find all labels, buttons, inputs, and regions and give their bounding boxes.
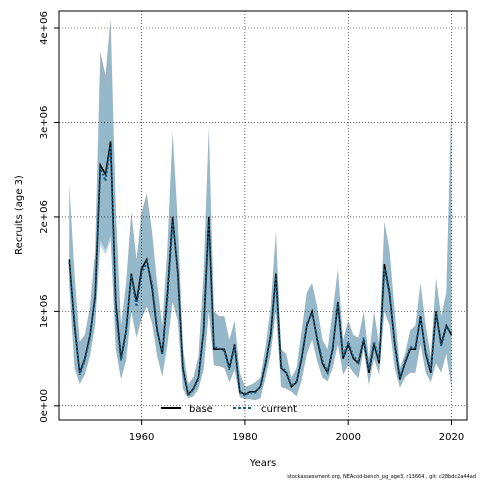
- footer-text: stockassessment.org, NEAcod-bench_pg_age…: [287, 474, 476, 480]
- series-line-current: [68, 145, 453, 398]
- legend: base current: [161, 404, 297, 415]
- y-tick-label-3: 3e+06: [39, 106, 50, 140]
- plot-frame: [58, 10, 468, 421]
- series-lines: [68, 141, 453, 398]
- y-axis: 0e+00 1e+06 2e+06 3e+06 4e+06: [39, 11, 59, 423]
- x-tick-label-0: 1960: [129, 432, 154, 443]
- x-axis-label: Years: [249, 458, 276, 469]
- confidence-bands: [69, 18, 452, 401]
- x-tick-label-3: 2020: [439, 432, 464, 443]
- x-tick-label-1: 1980: [232, 432, 257, 443]
- y-axis-label: Recruits (age 3): [14, 175, 25, 255]
- confidence-band-current: [69, 37, 452, 400]
- x-axis: 1960 1980 2000 2020: [129, 420, 464, 443]
- x-tick-label-2: 2000: [335, 432, 360, 443]
- y-tick-label-2: 2e+06: [39, 200, 50, 234]
- legend-current-label: current: [261, 404, 297, 415]
- y-tick-label-0: 0e+00: [39, 389, 50, 423]
- y-tick-label-1: 1e+06: [39, 295, 50, 329]
- legend-base-label: base: [189, 404, 213, 415]
- y-tick-label-4: 4e+06: [39, 11, 50, 45]
- grid: [59, 11, 467, 420]
